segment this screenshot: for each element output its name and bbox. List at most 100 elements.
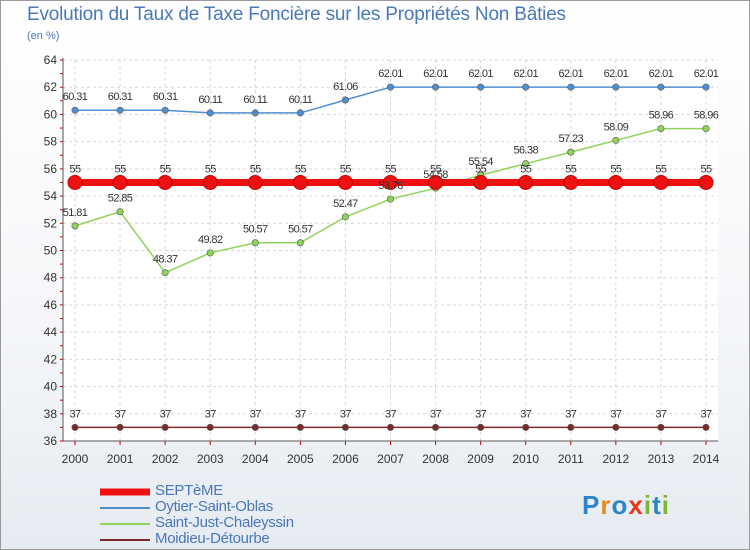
data-point-saint-just-chaleyssin <box>702 125 710 133</box>
x-tick-label: 2007 <box>377 452 404 466</box>
data-label-septeme: 55 <box>205 163 217 175</box>
y-tick-label: 62 <box>44 80 58 94</box>
data-label-moidieu-detourbe: 37 <box>610 408 622 420</box>
x-tick-label: 2009 <box>467 452 494 466</box>
data-label-moidieu-detourbe: 37 <box>69 408 81 420</box>
data-label-moidieu-detourbe: 37 <box>700 408 712 420</box>
data-point-moidieu-detourbe <box>432 423 440 431</box>
x-tick-label: 2013 <box>648 452 675 466</box>
data-point-septeme <box>518 174 534 190</box>
logo-letter: x <box>628 490 644 520</box>
data-label-saint-just-chaleyssin: 58.96 <box>649 110 674 122</box>
data-label-saint-just-chaleyssin: 57.23 <box>559 133 584 145</box>
data-label-oytier-saint-oblas: 62.01 <box>649 68 674 80</box>
x-tick-label: 2014 <box>693 452 720 466</box>
logo-letter: i <box>643 490 653 520</box>
data-point-oytier-saint-oblas <box>702 83 710 91</box>
data-point-saint-just-chaleyssin <box>206 249 214 257</box>
data-label-septeme: 55 <box>520 163 532 175</box>
data-label-oytier-saint-oblas: 60.11 <box>288 94 312 106</box>
data-point-moidieu-detourbe <box>386 423 394 431</box>
data-point-oytier-saint-oblas <box>386 83 394 91</box>
x-tick-label: 2005 <box>287 452 314 466</box>
data-point-septeme <box>247 174 263 190</box>
y-tick-label: 46 <box>44 298 58 312</box>
x-tick-label: 2000 <box>62 452 89 466</box>
data-label-moidieu-detourbe: 37 <box>655 408 667 420</box>
data-point-moidieu-detourbe <box>567 423 575 431</box>
data-label-moidieu-detourbe: 37 <box>115 408 127 420</box>
data-label-oytier-saint-oblas: 62.01 <box>604 68 629 80</box>
y-tick-label: 36 <box>44 434 58 448</box>
data-point-oytier-saint-oblas <box>206 109 214 117</box>
legend-label-saint-just: Saint-Just-Chaleyssin <box>155 514 294 531</box>
data-label-saint-just-chaleyssin: 52.85 <box>108 193 133 205</box>
data-label-septeme: 55 <box>565 163 577 175</box>
data-point-saint-just-chaleyssin <box>612 136 620 144</box>
legend-label-septeme: SEPTèME <box>155 482 223 499</box>
data-point-moidieu-detourbe <box>612 423 620 431</box>
data-label-septeme: 55 <box>385 163 397 175</box>
data-label-septeme: 55 <box>475 163 487 175</box>
x-tick-label: 2003 <box>197 452 224 466</box>
y-tick-label: 48 <box>44 271 58 285</box>
data-point-saint-just-chaleyssin <box>71 222 79 230</box>
data-label-saint-just-chaleyssin: 50.57 <box>288 224 313 236</box>
chart-title: Evolution du Taux de Taxe Foncière sur l… <box>27 4 566 25</box>
data-label-oytier-saint-oblas: 62.01 <box>378 68 403 80</box>
logo-letter: P <box>582 490 601 520</box>
data-label-saint-just-chaleyssin: 58.09 <box>604 121 629 133</box>
data-point-moidieu-detourbe <box>161 423 169 431</box>
y-tick-label: 64 <box>44 53 58 67</box>
data-point-septeme <box>157 174 173 190</box>
logo-letter: o <box>611 490 629 520</box>
data-label-septeme: 55 <box>160 163 172 175</box>
data-point-saint-just-chaleyssin <box>567 148 575 156</box>
data-label-oytier-saint-oblas: 62.01 <box>513 68 538 80</box>
data-point-moidieu-detourbe <box>702 423 710 431</box>
logo-letter: t <box>652 490 662 520</box>
y-tick-label: 54 <box>44 189 58 203</box>
y-tick-label: 44 <box>44 325 58 339</box>
data-point-septeme <box>112 174 128 190</box>
data-point-septeme <box>67 174 83 190</box>
data-label-moidieu-detourbe: 37 <box>475 408 487 420</box>
data-point-septeme <box>383 174 398 190</box>
data-label-saint-just-chaleyssin: 56.38 <box>513 145 538 157</box>
logo-letter: r <box>600 490 612 520</box>
data-label-saint-just-chaleyssin: 50.57 <box>243 224 268 236</box>
data-label-moidieu-detourbe: 37 <box>205 408 217 420</box>
data-point-moidieu-detourbe <box>657 423 665 431</box>
data-point-oytier-saint-oblas <box>161 106 169 114</box>
data-point-oytier-saint-oblas <box>296 109 304 117</box>
data-point-saint-just-chaleyssin <box>341 213 349 221</box>
legend-label-moidieu: Moidieu-Détourbe <box>155 530 270 547</box>
data-label-septeme: 55 <box>430 163 442 175</box>
data-point-moidieu-detourbe <box>116 423 124 431</box>
data-label-saint-just-chaleyssin: 52.47 <box>333 198 358 210</box>
y-tick-label: 42 <box>44 352 58 366</box>
data-label-septeme: 55 <box>655 163 667 175</box>
data-label-oytier-saint-oblas: 60.31 <box>108 91 133 103</box>
y-tick-label: 58 <box>44 135 58 149</box>
data-point-saint-just-chaleyssin <box>296 239 304 247</box>
data-label-saint-just-chaleyssin: 49.82 <box>198 234 223 246</box>
x-tick-label: 2001 <box>107 452 134 466</box>
y-tick-label: 60 <box>44 107 58 121</box>
data-label-saint-just-chaleyssin: 53.78 <box>378 180 403 192</box>
data-point-oytier-saint-oblas <box>567 83 575 91</box>
data-label-septeme: 55 <box>69 163 81 175</box>
legend-swatch-moidieu <box>100 539 150 541</box>
data-point-oytier-saint-oblas <box>341 96 349 104</box>
data-label-oytier-saint-oblas: 60.11 <box>243 94 267 106</box>
data-label-oytier-saint-oblas: 61.06 <box>333 81 358 93</box>
data-point-septeme <box>337 174 353 190</box>
x-tick-label: 2002 <box>152 452 179 466</box>
data-label-septeme: 55 <box>295 163 307 175</box>
x-tick-label: 2010 <box>512 452 539 466</box>
data-point-moidieu-detourbe <box>296 423 304 431</box>
y-tick-label: 56 <box>44 162 58 176</box>
data-label-septeme: 55 <box>610 163 622 175</box>
data-label-saint-just-chaleyssin: 54.58 <box>423 169 448 181</box>
data-point-saint-just-chaleyssin <box>386 195 394 203</box>
